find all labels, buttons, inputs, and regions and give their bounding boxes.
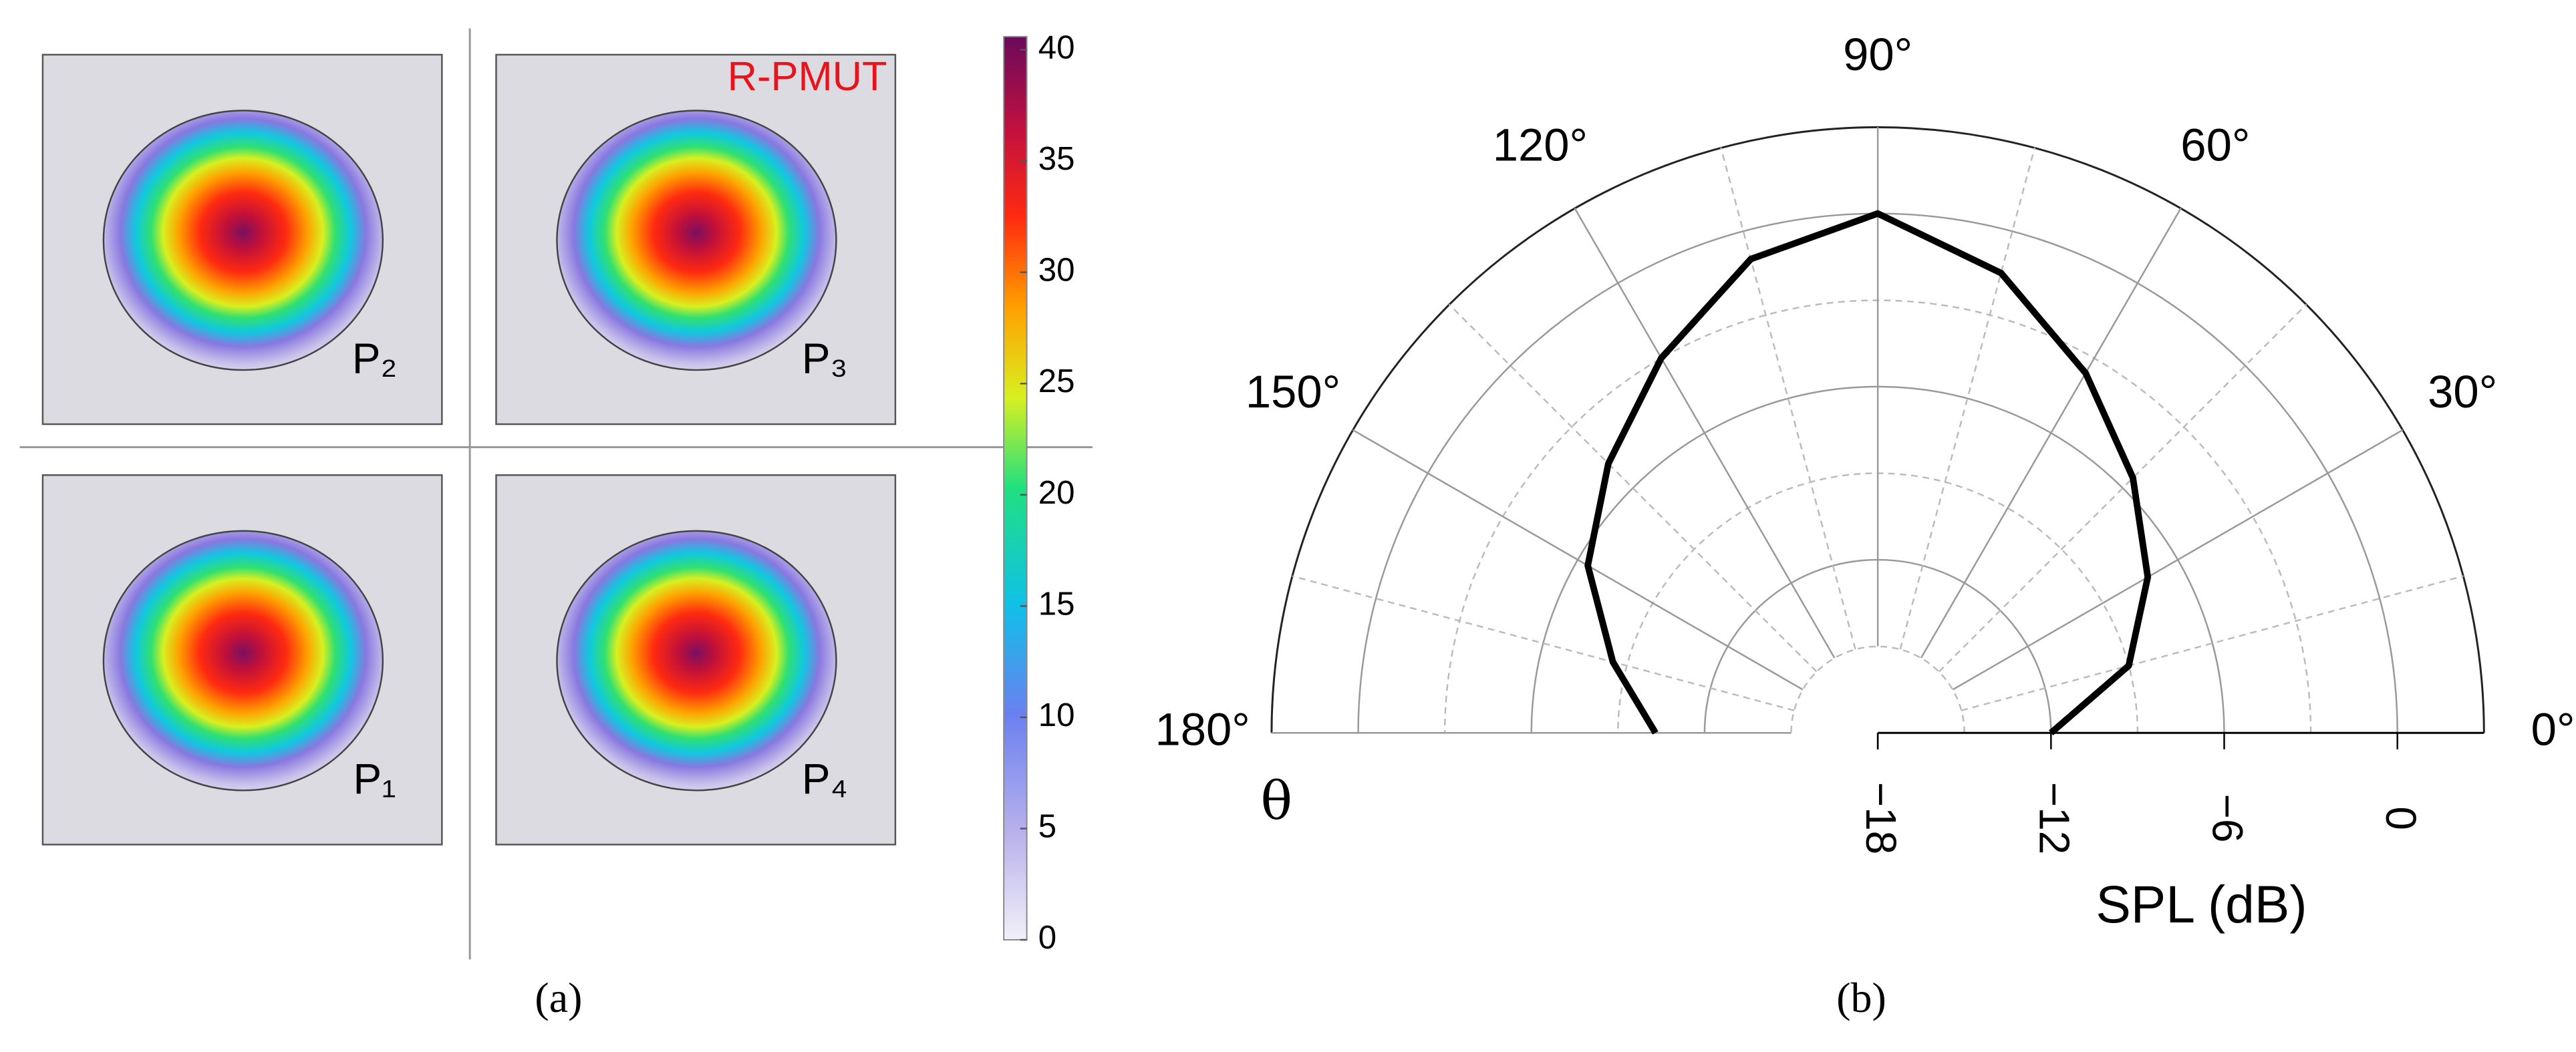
spoke [1574,208,1836,659]
tile [41,53,443,425]
r-tick-label: −12 [2030,782,2078,854]
colorbar-tick-label: 30 [1038,252,1075,289]
spoke [1938,303,2307,673]
tile [41,474,443,846]
r-axis-label: SPL (dB) [2096,875,2307,934]
colorbar-tick-label: 35 [1038,140,1075,177]
theta-tick-label: 180° [1155,703,1250,755]
panel-label: P₂ [352,335,397,383]
spoke [1720,147,1856,650]
colorbar-tick-label: 10 [1038,697,1075,733]
spoke [1448,303,1818,673]
colorbar-tick-label: 20 [1038,474,1075,511]
panel-a: P₂ P₃ P₁ P₄ R-PMUT (a) 0 5 10 15 20 25 30 35 40 [19,28,1093,1021]
colorbar-tick-label: 5 [1038,808,1056,844]
r-tick-label: 0 [2377,806,2425,830]
theta-tick-label: 120° [1493,119,1588,170]
panel-label: P₁ [353,755,396,803]
r-tick-label: −18 [1857,782,1905,854]
colorbar [1003,35,1028,941]
colorbar-tick-label: 0 [1038,919,1056,956]
tile [495,53,897,425]
colorbar-tick-label: 40 [1038,29,1075,66]
colorbar-tick-label: 15 [1038,585,1075,622]
r-tick-label: −6 [2204,794,2252,843]
title: R-PMUT [728,53,887,100]
theta-label: θ [1261,770,1292,832]
spoke [1952,429,2404,691]
tile [495,474,897,846]
theta-tick-label: 60° [2180,119,2250,170]
caption: (a) [535,974,582,1021]
spl-curve [1584,210,2152,735]
theta-tick-label: 150° [1246,366,1340,417]
theta-tick-label: 90° [1843,29,1912,80]
spoke [1899,147,2036,650]
caption: (b) [1836,974,1886,1021]
spoke [1920,208,2182,659]
panel-label: P₃ [802,335,848,383]
grid-circle [1792,647,1965,733]
theta-tick-label: 30° [2428,366,2497,417]
spoke [1292,575,1795,711]
panel-label: P₄ [802,755,848,803]
spoke [1352,429,1804,691]
colorbar-tick-label: 25 [1038,363,1075,399]
spoke [1961,575,2464,711]
theta-tick-label: 0° [2531,703,2575,755]
panel-b: (b) −18 −12 −6 0 0° 30° 60° 90° 120° 150° 180°θ SPL… [1155,29,2575,1021]
